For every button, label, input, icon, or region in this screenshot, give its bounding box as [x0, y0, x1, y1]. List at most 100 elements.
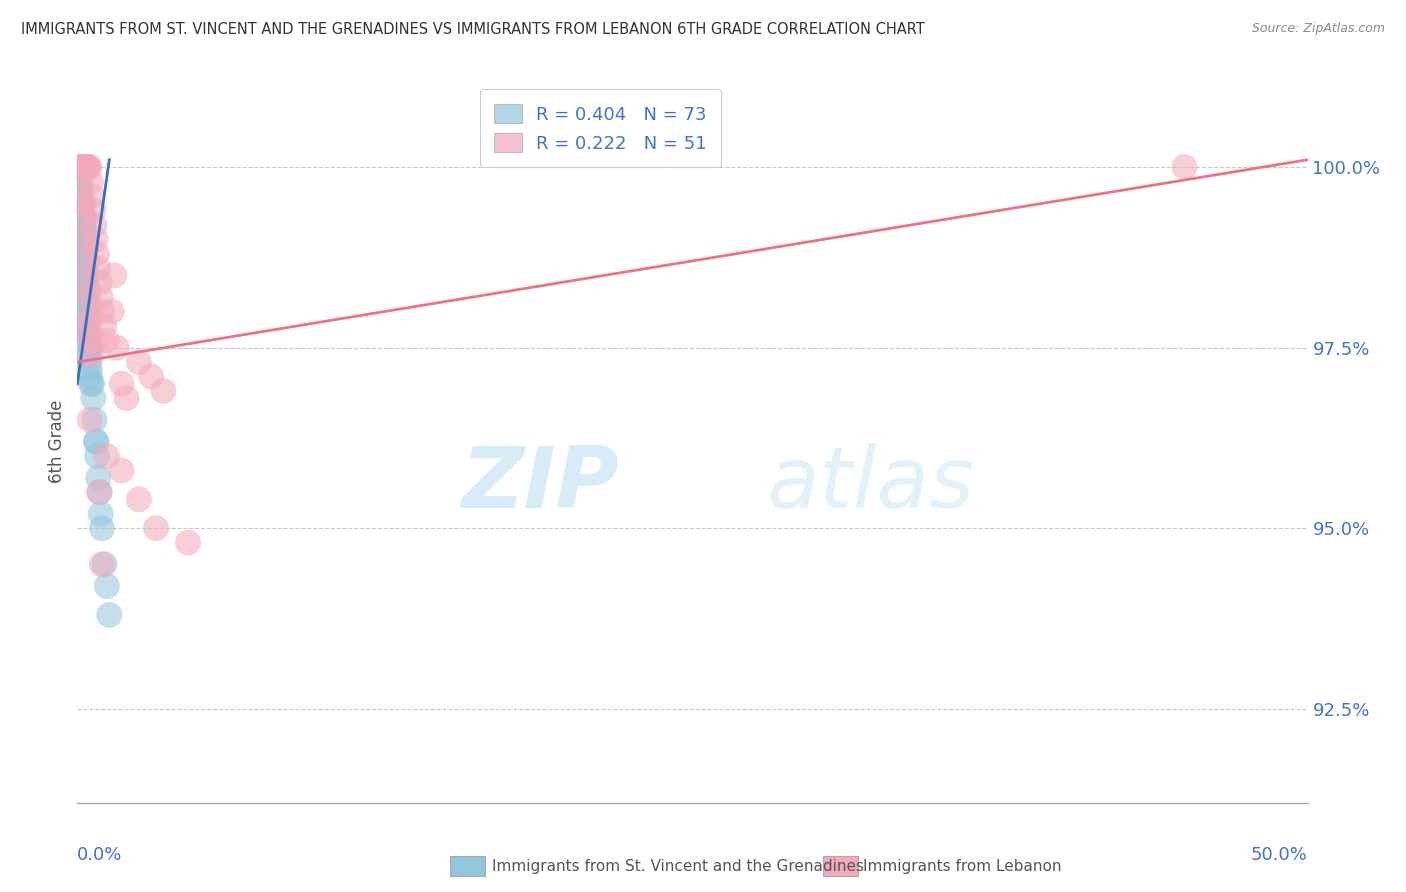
- Point: [75, 254, 97, 268]
- Point: [93, 558, 115, 572]
- Text: 0.0%: 0.0%: [77, 847, 122, 864]
- Point: [82, 203, 104, 218]
- Point: [89, 485, 111, 500]
- Point: [75, 318, 97, 333]
- Point: [72, 160, 94, 174]
- Point: [79, 369, 101, 384]
- Point: [69, 225, 91, 239]
- Point: [75, 311, 97, 326]
- Point: [77, 160, 100, 174]
- Point: [86, 434, 108, 449]
- Point: [82, 189, 104, 203]
- Point: [73, 211, 96, 225]
- Point: [67, 167, 90, 181]
- Point: [73, 304, 96, 318]
- Point: [82, 376, 104, 391]
- Point: [72, 211, 94, 225]
- Point: [83, 413, 105, 427]
- Point: [77, 283, 100, 297]
- Point: [86, 449, 108, 463]
- Point: [111, 376, 132, 391]
- Point: [69, 232, 91, 246]
- Point: [98, 607, 121, 622]
- Point: [69, 189, 91, 203]
- Point: [79, 341, 101, 355]
- Point: [70, 160, 93, 174]
- Point: [76, 254, 98, 268]
- Point: [86, 246, 108, 260]
- Point: [77, 355, 100, 369]
- Point: [70, 268, 93, 283]
- Point: [75, 318, 97, 333]
- Point: [87, 471, 110, 485]
- Point: [152, 384, 174, 398]
- Point: [75, 160, 97, 174]
- Point: [67, 160, 90, 174]
- Point: [80, 348, 103, 362]
- Point: [69, 160, 91, 174]
- Point: [115, 391, 138, 405]
- Point: [73, 232, 96, 246]
- Point: [69, 182, 91, 196]
- Point: [73, 290, 96, 304]
- Point: [70, 276, 93, 290]
- Point: [76, 276, 98, 290]
- Text: Source: ZipAtlas.com: Source: ZipAtlas.com: [1251, 22, 1385, 36]
- Point: [96, 334, 118, 348]
- Point: [69, 261, 91, 276]
- Point: [79, 413, 101, 427]
- Point: [80, 376, 103, 391]
- Point: [70, 203, 93, 218]
- Point: [96, 579, 118, 593]
- Text: Immigrants from Lebanon: Immigrants from Lebanon: [863, 859, 1062, 873]
- Point: [69, 160, 91, 174]
- Point: [75, 318, 97, 333]
- Point: [67, 203, 90, 218]
- Point: [69, 182, 91, 196]
- Point: [80, 174, 103, 188]
- Point: [90, 304, 114, 318]
- Point: [83, 218, 105, 232]
- Point: [70, 160, 93, 174]
- Point: [70, 268, 93, 283]
- Text: ZIP: ZIP: [461, 443, 619, 526]
- Point: [84, 434, 107, 449]
- Point: [77, 297, 100, 311]
- Point: [67, 232, 90, 246]
- Point: [73, 297, 96, 311]
- Point: [69, 174, 91, 188]
- Point: [83, 334, 105, 348]
- Point: [67, 174, 90, 188]
- Text: atlas: atlas: [766, 443, 974, 526]
- Point: [73, 225, 96, 239]
- Point: [70, 196, 93, 211]
- Point: [96, 449, 118, 463]
- Point: [73, 160, 96, 174]
- Point: [79, 160, 101, 174]
- Point: [69, 246, 91, 260]
- Point: [177, 535, 200, 549]
- Point: [69, 246, 91, 260]
- Point: [76, 160, 98, 174]
- Point: [87, 261, 110, 276]
- Point: [70, 160, 93, 174]
- Point: [145, 521, 167, 535]
- Point: [70, 160, 93, 174]
- Point: [141, 369, 163, 384]
- Point: [69, 160, 91, 174]
- Point: [89, 276, 111, 290]
- Point: [79, 326, 101, 341]
- Point: [67, 196, 90, 211]
- Point: [70, 196, 93, 211]
- Point: [69, 254, 91, 268]
- Point: [77, 348, 100, 362]
- Point: [76, 334, 98, 348]
- Point: [76, 326, 98, 341]
- Point: [72, 160, 94, 174]
- Y-axis label: 6th Grade: 6th Grade: [48, 400, 66, 483]
- Point: [90, 290, 112, 304]
- Point: [77, 311, 100, 326]
- Point: [72, 283, 94, 297]
- Point: [72, 196, 94, 211]
- Point: [72, 160, 94, 174]
